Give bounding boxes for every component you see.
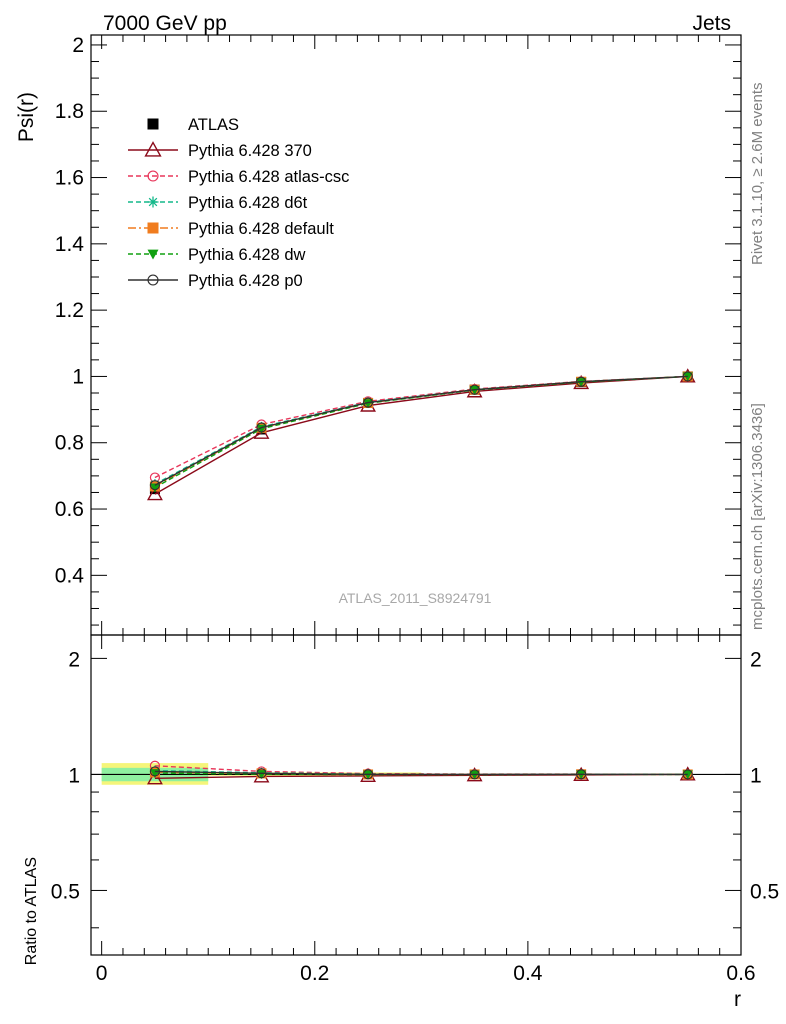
y-tick-label: 0.6 [55,498,84,521]
x-tick-label: 0.6 [726,962,755,985]
main-y-axis-label: Psi(r) [15,92,38,142]
analysis-watermark: ATLAS_2011_S8924791 [339,590,492,606]
legend-label-pythia-6-428-atlas-csc: Pythia 6.428 atlas-csc [188,168,349,186]
ratio-series-line-pythia-6-428-p0 [154,770,688,776]
y-tick-label: 1.8 [55,100,84,123]
series-line-pythia-6-428-atlas-csc [154,375,688,479]
data-point-pythia-6-428-p0 [149,480,161,491]
legend-label-pythia-6-428-p0: Pythia 6.428 p0 [188,272,303,290]
ratio-plot-panel: 0 0.2 0.4 0.6 0.5 0.5 1 1 2 2 [51,35,779,985]
data-point-pythia-6-428-dw [149,483,160,493]
legend-label-pythia-6-428-default: Pythia 6.428 default [188,220,334,238]
legend: ATLAS Pythia 6.428 370 Pythia 6.428 atlas-… [128,116,349,290]
y-tick-label: 0.8 [55,432,84,455]
ratio-y-tick-label-right: 2 [750,648,762,671]
ratio-plot-frame [90,634,742,956]
y-tick-label: 1.6 [55,167,84,190]
x-tick-label: 0 [96,962,108,985]
y-tick-label: 1.4 [55,233,85,256]
main-plot-panel: 0.4 0.6 0.8 1 1.2 1.4 1.6 1.8 2 [55,34,742,636]
series-line-pythia-6-428-dw [154,375,688,489]
data-point-pythia-6-428-p0 [469,384,480,395]
ratio-data-point-pythia-6-428-p0 [469,769,480,780]
legend-marker-pythia-6-428-default [147,222,159,234]
legend-label-atlas: ATLAS [188,116,239,134]
data-point-pythia-6-428-dw [469,386,480,396]
legend-marker-pythia-6-428-dw [147,249,159,260]
ratio-y-tick-label: 1 [68,764,80,787]
legend-label-pythia-6-428-d6t: Pythia 6.428 d6t [188,194,308,212]
ratio-data-point-pythia-6-428-p0 [576,769,587,780]
ratio-y-axis-label: Ratio to ATLAS [23,857,40,965]
ratio-data-point-pythia-6-428-dw [363,770,374,780]
x-axis-label: r [734,988,741,1011]
mcplots-label: mcplots.cern.ch [arXiv:1306.3436] [749,403,766,630]
process-title: Jets [692,12,731,35]
y-tick-label: 2 [72,34,84,57]
x-tick-label: 0.2 [300,962,329,985]
legend-marker-pythia-6-428-p0 [147,274,159,286]
y-tick-label: 1.2 [55,299,84,322]
ratio-data-point-pythia-6-428-p0 [362,769,374,780]
legend-label-pythia-6-428-dw: Pythia 6.428 dw [188,246,305,264]
y-tick-label: 0.4 [55,564,85,587]
legend-marker-atlas [147,118,159,130]
ratio-y-tick-label: 2 [68,648,80,671]
ratio-data-point-pythia-6-428-dw [682,770,693,780]
series-line-pythia-6-428-default [154,375,688,488]
legend-marker-pythia-6-428-atlas-csc [147,170,159,182]
ratio-y-tick-label-right: 1 [750,764,762,787]
ratio-data-point-pythia-6-428-370 [146,770,163,785]
ratio-y-tick-label: 0.5 [51,880,80,903]
series-line-pythia-6-428-370 [154,375,688,495]
series-line-pythia-6-428-p0 [154,375,688,486]
ratio-data-point-pythia-6-428-p0 [682,769,693,780]
y-tick-label: 1 [72,365,84,388]
ratio-data-point-pythia-6-428-dw [256,770,267,780]
data-point-pythia-6-428-p0 [576,376,587,387]
series-line-pythia-6-428-d6t [154,375,688,485]
ratio-data-point-pythia-6-428-p0 [149,766,161,777]
legend-label-pythia-6-428-370: Pythia 6.428 370 [188,142,312,160]
legend-marker-pythia-6-428-d6t [147,196,159,208]
collision-title: 7000 GeV pp [103,12,227,35]
x-tick-label: 0.4 [513,962,543,985]
ratio-data-point-pythia-6-428-p0 [256,768,267,779]
data-point-pythia-6-428-370 [146,485,163,501]
data-point-pythia-6-428-p0 [256,422,267,433]
ratio-y-tick-label-right: 0.5 [750,880,779,903]
data-point-pythia-6-428-dw [363,399,374,409]
rivet-label: Rivet 3.1.10, ≥ 2.6M events [749,83,766,266]
data-point-pythia-6-428-p0 [682,371,693,382]
data-point-pythia-6-428-p0 [362,397,374,408]
legend-marker-pythia-6-428-370 [144,141,162,157]
data-point-pythia-6-428-dw [576,378,587,388]
